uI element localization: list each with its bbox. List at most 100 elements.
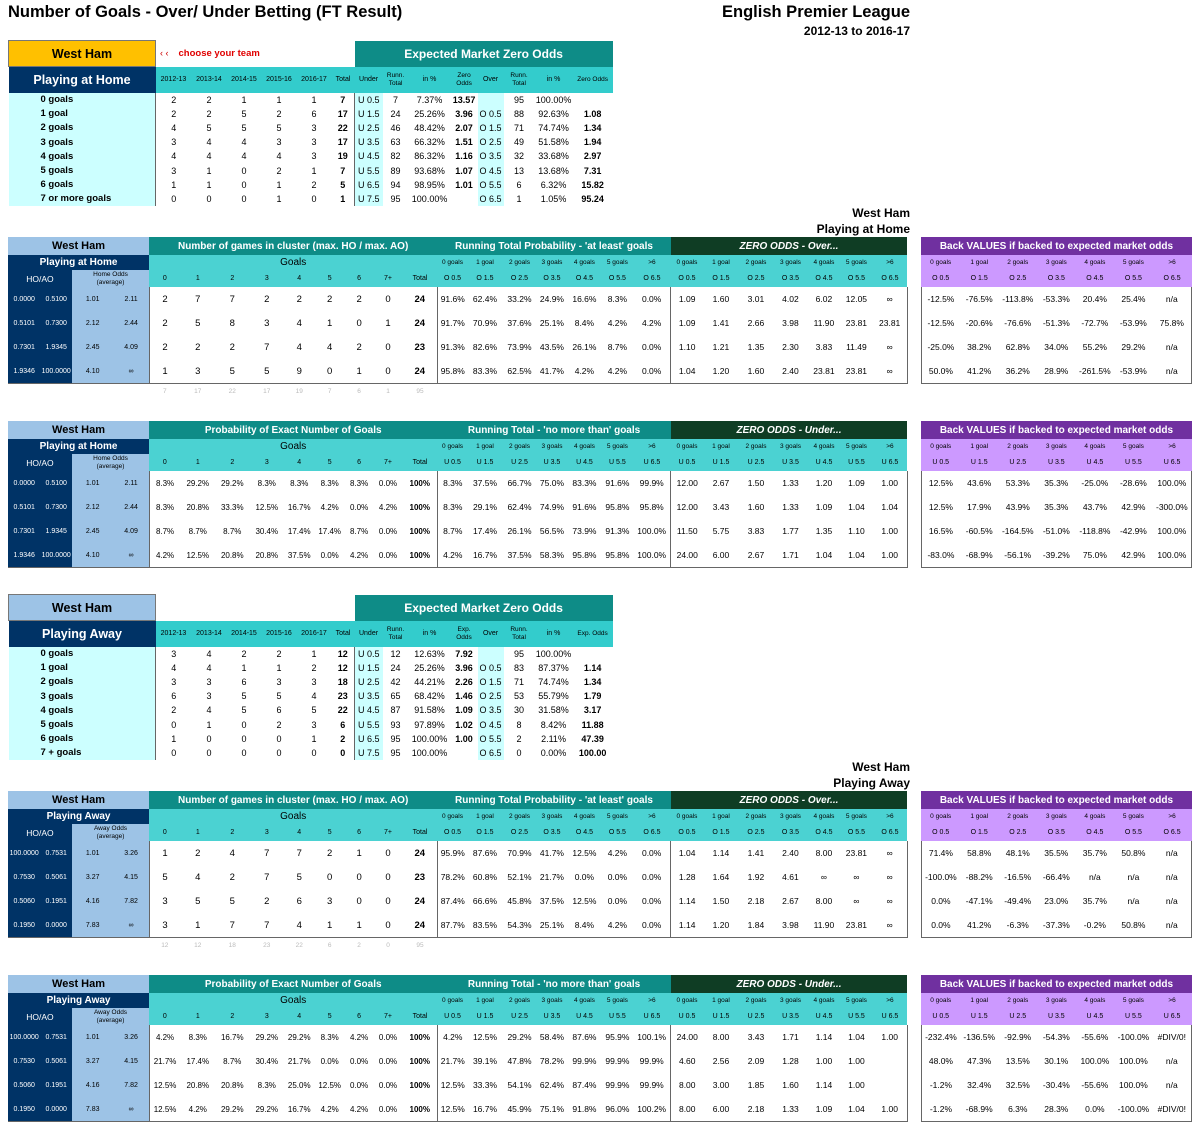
running-cell: 60.8% <box>472 872 498 883</box>
zero-odds-cell: 2.67 <box>712 478 730 489</box>
hoao-label: HO/AO <box>8 454 72 471</box>
odds-type-label: Away Odds <box>93 1008 128 1016</box>
data-row: 1.9346 100.0000 4.10 ∞ 4.2% 12.5% 20.8% 20.8% 37… <box>8 543 1192 569</box>
range-cell: 0.5060 <box>8 889 41 914</box>
back-value-cell: n/a <box>1152 359 1192 385</box>
summary-cell: 1 <box>311 165 317 176</box>
goal-col-header: 4 goals <box>1075 809 1115 824</box>
goal-count-label: 3 goals <box>8 689 156 704</box>
odds-type-label: Away Odds <box>93 824 128 832</box>
zero-odds-cell: 1.50 <box>747 478 765 489</box>
range-cell: 0.7531 <box>40 841 72 866</box>
goal-cell: 8.7% <box>223 526 242 536</box>
goal-col-header: 0 <box>149 454 181 471</box>
runn-total-header: Runn. Total <box>382 620 409 647</box>
summary-cell: 95.24 <box>581 193 604 204</box>
empty-cell <box>40 938 71 952</box>
running-cell: 54.1% <box>507 1080 532 1091</box>
summary-cell: 25.26% <box>414 662 445 673</box>
summary-cell: 2 <box>311 179 317 190</box>
goal-cell: 100% <box>409 502 430 512</box>
line-col-header: O 4.5 <box>807 270 841 287</box>
back-value-cell: 43.7% <box>1082 502 1107 513</box>
zero-odds-cell: 1.14 <box>712 848 730 859</box>
average-label: (average) <box>96 278 125 286</box>
back-value-cell: -56.1% <box>998 543 1038 569</box>
header-row: Playing at Home Goals 0 goals 1 goal 2 goals… <box>8 255 1192 270</box>
choose-arrows[interactable]: ‹ ‹ <box>160 48 169 58</box>
section-team-label: West Ham <box>852 206 910 220</box>
goal-col-header: 4 <box>284 454 315 471</box>
summary-cell: 4 <box>206 705 212 716</box>
summary-cell: 1.34 <box>583 676 602 687</box>
summary-cell: 4 <box>206 662 212 673</box>
summary-cell: 63 <box>390 137 401 148</box>
zero-odds-cell: 23.81 <box>840 359 873 385</box>
over-header: Over <box>477 66 504 93</box>
goal-col-header: 1 <box>180 1008 216 1025</box>
goal-col-header: 2 <box>215 1008 250 1025</box>
goal-cell: 5 <box>195 317 201 329</box>
summary-cell: O 0.5 <box>477 660 504 675</box>
data-row: 0.7301 1.9345 2.45 4.09 2 2 2 7 4 4 2 0 23 91.3% 82.6%… <box>8 335 1192 360</box>
total-header: Total <box>331 620 355 647</box>
odds-type-label: Home Odds <box>93 454 128 462</box>
range-cell: 0.0000 <box>8 471 41 496</box>
detail-table-1: West Ham Probability of Exact Number of G… <box>8 421 1192 569</box>
zero-odds-cell: 3.43 <box>747 1032 765 1043</box>
zero-odds-cell: 12.05 <box>845 294 868 305</box>
back-values-header: Back VALUES if backed to expected market… <box>921 791 1192 809</box>
back-value-cell: -83.0% <box>920 543 960 569</box>
goal-cell: 20.8% <box>215 543 250 569</box>
team-name[interactable]: West Ham <box>8 40 156 67</box>
summary-row: 2 goals 4 5 5 5 3 22 U 2.5 46 48.42% 2.07 O 1.5 71 74… <box>8 120 613 136</box>
goal-cell: 7 <box>264 847 270 859</box>
goal-cell: 1 <box>385 317 391 329</box>
summary-cell: 44.21% <box>414 676 445 687</box>
running-cell: 62.4% <box>507 502 532 513</box>
summary-cell: 0 <box>516 747 522 758</box>
goal-col-header: 3 <box>249 270 285 287</box>
goal-col-header: 2 goals <box>738 809 774 824</box>
goal-cell: 100% <box>402 1097 438 1123</box>
summary-cell: 1 <box>340 193 346 204</box>
spacer <box>907 1073 921 1097</box>
goal-col-header: 1 goal <box>467 439 503 454</box>
summary-cell: 0 <box>311 747 317 758</box>
summary-cell: 12 <box>337 662 348 673</box>
total-cell: 12 <box>194 941 202 949</box>
goal-cell: 2 <box>264 293 270 305</box>
back-value-cell: 12.5% <box>920 471 960 496</box>
summary-cell: 2 <box>311 662 317 673</box>
summary-cell: 2.11% <box>541 733 566 744</box>
goal-cell: 17.4% <box>287 526 311 536</box>
running-cell: 0.0% <box>633 359 671 385</box>
goal-cell: 29.2% <box>220 478 244 488</box>
goal-col-header: 7+ <box>373 270 403 287</box>
summary-cell: 7.31 <box>583 165 602 176</box>
goal-cell: 100% <box>409 1056 430 1066</box>
zero-odds-cell: 23.81 <box>807 359 841 385</box>
running-cell: 21.7% <box>436 1049 468 1074</box>
summary-cell: 17 <box>337 108 348 119</box>
range-cell: 4.09 <box>113 519 150 544</box>
goal-count-label: 2 goals <box>8 674 156 690</box>
goal-col-header: Total <box>402 824 438 841</box>
summary-cell: 13.57 <box>452 94 476 105</box>
running-cell: 62.4% <box>472 294 498 305</box>
line-col-header: U 2.5 <box>998 454 1038 471</box>
back-value-cell: -100.0% <box>1114 1097 1153 1123</box>
zero-odds-cell: ∞ <box>872 865 908 890</box>
cluster-header: Probability of Exact Number of Goals <box>149 421 438 439</box>
goal-cell: 20.8% <box>186 502 210 512</box>
summary-cell: 0 <box>241 165 247 176</box>
goal-cell: 2 <box>195 847 201 859</box>
running-cell: 37.6% <box>507 318 532 329</box>
summary-cell: 1.08 <box>583 108 602 119</box>
running-cell: 58.4% <box>539 1032 565 1043</box>
summary-cell: 86.32% <box>414 151 445 162</box>
empty-cell <box>114 384 150 398</box>
summary-cell: O 3.5 <box>477 703 504 718</box>
summary-row: 1 goal 2 2 5 2 6 17 U 1.5 24 25.26% 3.96 O 0.5 88 92.… <box>8 106 613 121</box>
back-value-cell: -261.5% <box>1075 359 1115 385</box>
